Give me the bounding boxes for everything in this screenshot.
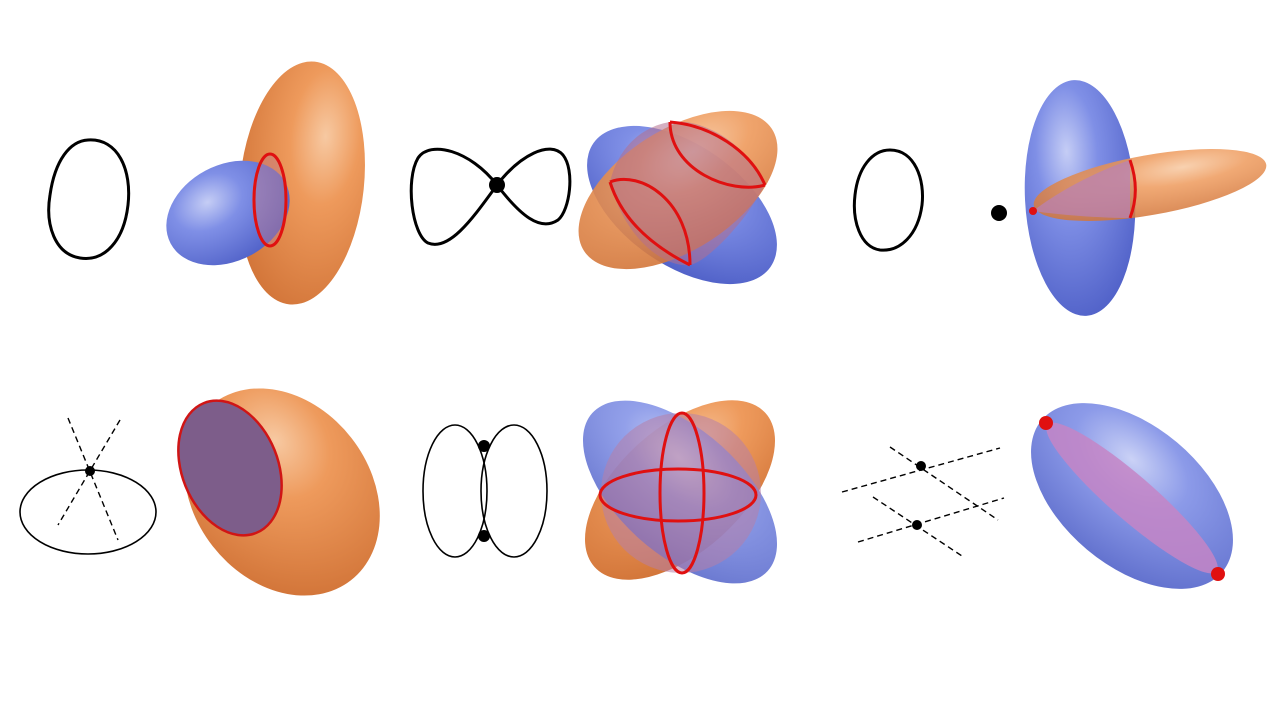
inner-ellipsoid [1046, 422, 1218, 574]
node-point [916, 461, 926, 471]
intersection-curve [1128, 159, 1137, 219]
tangent-point [1029, 207, 1037, 215]
intersection-region [252, 154, 288, 246]
orange-ellipsoid [239, 61, 365, 305]
intersection-region [601, 413, 761, 573]
intersection-curve [608, 120, 767, 267]
intersection-curve [598, 467, 758, 523]
intersection-curve [658, 411, 706, 575]
node-point [489, 177, 505, 193]
isolated-point [991, 205, 1007, 221]
blue-ellipsoid [166, 160, 290, 266]
oval-curve [480, 424, 548, 558]
ellipse-curve [19, 469, 157, 555]
oval-curve [422, 424, 488, 558]
tangent-point [1211, 567, 1225, 581]
closed-curve [47, 138, 131, 260]
dashed-line [889, 446, 999, 521]
tangent-point [1039, 416, 1053, 430]
intersection-curve [252, 152, 288, 248]
tangent-disk [177, 399, 283, 537]
closed-curve [852, 148, 925, 252]
dashed-line [67, 417, 119, 541]
node-point [912, 520, 922, 530]
intersection-region [610, 121, 765, 266]
node-point [85, 466, 95, 476]
figure-eight [409, 147, 572, 246]
node-point [478, 440, 490, 452]
dashed-line [857, 497, 1005, 543]
node-point [478, 530, 490, 542]
intersection-region [1033, 160, 1130, 218]
